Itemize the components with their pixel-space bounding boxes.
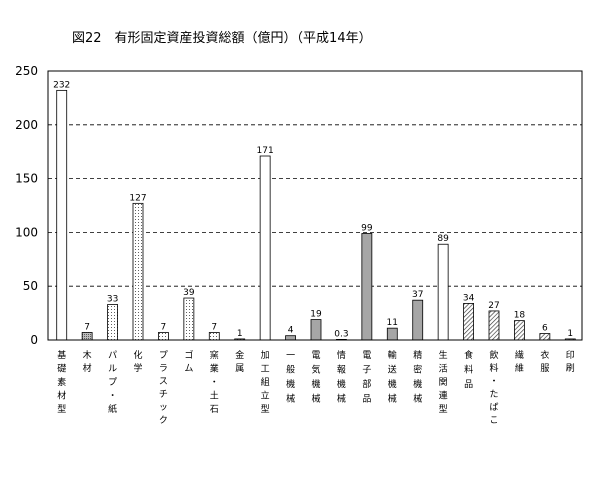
x-tick-label: 情報機械 — [337, 349, 346, 405]
bar — [259, 155, 271, 341]
bar — [310, 319, 322, 341]
bar — [488, 310, 500, 341]
x-tick-label: パルプ・紙 — [108, 350, 117, 415]
x-tick-label: 繊維 — [515, 349, 524, 374]
x-tick-label: 印刷 — [566, 349, 575, 374]
bar — [158, 332, 169, 341]
bar — [412, 299, 424, 341]
bar — [56, 89, 68, 341]
y-tick-label: 200 — [15, 118, 38, 132]
bar — [208, 332, 220, 341]
value-label: 19 — [310, 310, 322, 320]
x-tick-label: 電気機械 — [311, 350, 320, 405]
x-tick-label: 基礎素材型 — [57, 349, 66, 415]
x-tick-label: 金属 — [235, 349, 244, 374]
plot-frame — [47, 70, 583, 341]
value-label: 7 — [161, 322, 167, 332]
bar — [463, 303, 474, 341]
value-label: 11 — [387, 318, 398, 328]
value-label: 6 — [542, 324, 548, 334]
y-tick-label: 0 — [30, 333, 38, 347]
x-tick-label: 衣服 — [540, 349, 549, 374]
value-label: 1 — [237, 329, 243, 339]
bar — [514, 320, 525, 341]
value-label: 89 — [437, 234, 449, 244]
x-tick-label: 一般機械 — [286, 351, 295, 405]
bar — [361, 233, 373, 341]
chart-title: 図22 有形固定資産投資総額（億円）（平成14年） — [72, 30, 372, 46]
category-labels: 基礎素材型 木材 パルプ・紙 化学 プラスチック ゴム 窯業・土石 金属 加工組立型 一般機械 電気… — [57, 349, 575, 426]
x-tick-label: 電子部品 — [362, 350, 371, 405]
value-label: 34 — [463, 293, 475, 303]
y-tick-label: 250 — [15, 64, 38, 78]
value-label: 7 — [211, 322, 217, 332]
value-label: 7 — [84, 322, 90, 332]
x-tick-label: 生活関連型 — [439, 349, 448, 415]
bar — [81, 332, 93, 341]
value-label: 0.3 — [334, 330, 348, 340]
x-tick-label: プラスチック — [159, 350, 168, 426]
y-tick-label: 150 — [15, 172, 38, 186]
value-label: 37 — [412, 290, 423, 300]
y-tick-label: 50 — [23, 279, 38, 293]
gridlines — [48, 124, 582, 287]
bar — [183, 297, 195, 341]
value-label: 232 — [53, 80, 70, 90]
y-axis: 0 50 100 150 200 250 — [15, 64, 38, 347]
x-tick-label: 窯業・土石 — [210, 349, 219, 415]
y-tick-label: 100 — [15, 225, 38, 239]
value-label: 27 — [488, 301, 499, 311]
bar — [285, 335, 296, 341]
x-tick-label: 化学 — [133, 349, 142, 374]
value-label: 171 — [257, 146, 274, 156]
value-label: 1 — [567, 329, 573, 339]
value-label: 99 — [361, 223, 373, 233]
x-tick-label: 飲料・たばこ — [489, 349, 498, 426]
value-label: 39 — [183, 288, 195, 298]
x-tick-label: 加工組立型 — [261, 350, 270, 415]
value-label: 127 — [129, 193, 146, 203]
bar — [132, 202, 144, 341]
x-tick-label: ゴム — [184, 349, 193, 374]
value-label: 4 — [288, 326, 294, 336]
value-label: 33 — [107, 294, 118, 304]
value-label: 18 — [514, 311, 526, 321]
x-tick-label: 木材 — [83, 349, 92, 374]
bar — [437, 243, 449, 341]
bar — [107, 304, 118, 341]
bar — [539, 333, 551, 341]
bar — [386, 327, 398, 341]
x-tick-label: 食料品 — [464, 349, 473, 390]
x-tick-label: 輸送機械 — [388, 349, 397, 405]
x-tick-label: 精密機械 — [413, 349, 422, 405]
